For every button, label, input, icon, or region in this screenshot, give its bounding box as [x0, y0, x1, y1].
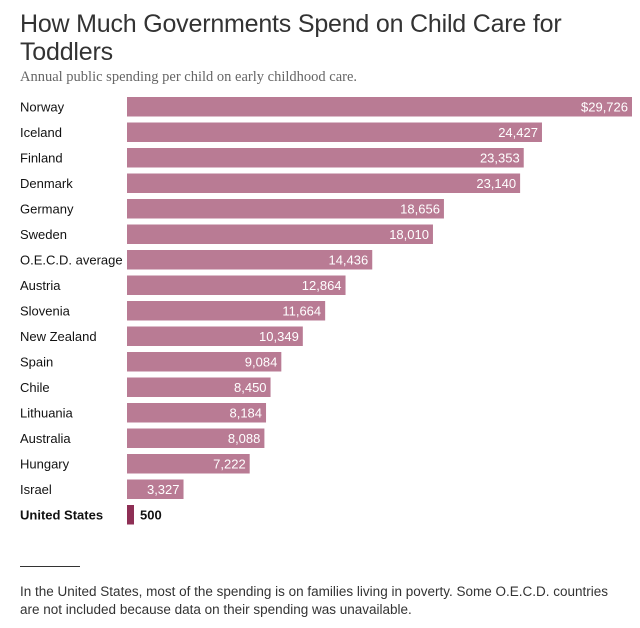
- bar: [127, 97, 632, 117]
- category-label: Austria: [20, 278, 61, 293]
- bar: [127, 377, 271, 397]
- bar-row: Germany 18,656: [20, 199, 444, 219]
- bar: [127, 173, 521, 193]
- value-label: $29,726: [581, 99, 628, 114]
- value-label: 7,222: [213, 456, 246, 471]
- chart-title: How Much Governments Spend on Child Care…: [20, 10, 562, 66]
- bar: [127, 428, 265, 448]
- bar-row: United States 500: [20, 505, 162, 525]
- category-label: New Zealand: [20, 329, 97, 344]
- category-label: Slovenia: [20, 303, 71, 318]
- bar-row: Denmark 23,140: [20, 173, 521, 193]
- bar: [127, 301, 326, 321]
- bar: [127, 250, 373, 270]
- value-label: 500: [140, 507, 162, 522]
- bar-row: Lithuania 8,184: [20, 403, 267, 423]
- bar: [127, 275, 346, 295]
- bar-row: Iceland 24,427: [20, 122, 542, 142]
- bar-row: Spain 9,084: [20, 352, 282, 372]
- chart-subtitle: Annual public spending per child on earl…: [20, 69, 358, 85]
- bar: [127, 403, 267, 423]
- bar-row: Australia 8,088: [20, 428, 265, 448]
- bar: [127, 224, 433, 244]
- category-label: Sweden: [20, 227, 67, 242]
- bar: [127, 479, 184, 499]
- category-label: Lithuania: [20, 405, 74, 420]
- bar-row: Chile 8,450: [20, 377, 271, 397]
- category-label: Germany: [20, 201, 74, 216]
- bar-chart: Norway $29,726 Iceland 24,427 Finland 23,353 D…: [20, 97, 632, 525]
- value-label: 11,664: [282, 303, 321, 318]
- category-label: Israel: [20, 482, 52, 497]
- bar: [127, 326, 303, 346]
- bar: [127, 454, 250, 474]
- value-label: 8,088: [228, 431, 261, 446]
- value-label: 23,140: [476, 176, 516, 191]
- value-label: 3,327: [147, 482, 180, 497]
- value-label: 18,010: [389, 227, 429, 242]
- bar-row: Slovenia 11,664: [20, 301, 326, 321]
- category-label: Norway: [20, 99, 65, 114]
- value-label: 8,184: [229, 405, 262, 420]
- bar-row: Austria 12,864: [20, 275, 346, 295]
- bar: [127, 505, 134, 525]
- bar: [127, 122, 542, 142]
- category-label: Finland: [20, 150, 63, 165]
- value-label: 14,436: [328, 252, 368, 267]
- category-label: Spain: [20, 354, 53, 369]
- bar-row: Norway $29,726: [20, 97, 632, 117]
- bar-row: Finland 23,353: [20, 148, 524, 168]
- bar-row: New Zealand 10,349: [20, 326, 303, 346]
- value-label: 18,656: [400, 201, 440, 216]
- category-label: Iceland: [20, 125, 62, 140]
- bar-row: Hungary 7,222: [20, 454, 250, 474]
- footnote-divider: [20, 566, 80, 567]
- value-label: 24,427: [498, 125, 538, 140]
- category-label: Australia: [20, 431, 71, 446]
- bar: [127, 199, 444, 219]
- category-label: Chile: [20, 380, 50, 395]
- category-label: United States: [20, 507, 103, 522]
- bar: [127, 148, 524, 168]
- value-label: 12,864: [302, 278, 342, 293]
- category-label: Denmark: [20, 176, 73, 191]
- bar-row: O.E.C.D. average 14,436: [20, 250, 373, 270]
- value-label: 8,450: [234, 380, 267, 395]
- value-label: 10,349: [259, 329, 299, 344]
- value-label: 9,084: [245, 354, 278, 369]
- bar: [127, 352, 282, 372]
- bar-row: Sweden 18,010: [20, 224, 433, 244]
- category-label: Hungary: [20, 456, 70, 471]
- value-label: 23,353: [480, 150, 520, 165]
- footnote: In the United States, most of the spendi…: [20, 584, 609, 617]
- category-label: O.E.C.D. average: [20, 252, 123, 267]
- bar-row: Israel 3,327: [20, 479, 184, 499]
